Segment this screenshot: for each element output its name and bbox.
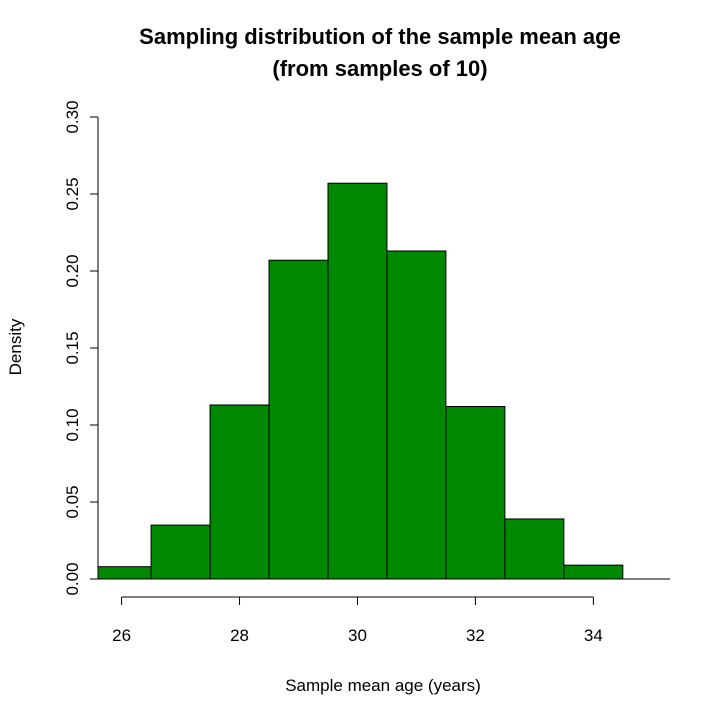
- histogram-bar: [563, 564, 624, 580]
- bars-group: [97, 182, 624, 580]
- y-axis: 0.00 0.05 0.10 0.15 0.20 0.25 0.30: [63, 100, 99, 596]
- x-tick-label: 32: [466, 626, 485, 645]
- y-tick-label: 0.20: [63, 254, 82, 287]
- y-tick-label: 0.25: [63, 177, 82, 210]
- y-tick-label: 0.00: [63, 562, 82, 595]
- histogram-bar: [97, 566, 152, 580]
- histogram-bar: [268, 259, 329, 580]
- histogram-bar: [504, 518, 565, 580]
- histogram-bar: [150, 524, 211, 580]
- chart-title: Sampling distribution of the sample mean…: [139, 24, 621, 49]
- y-tick-label: 0.05: [63, 485, 82, 518]
- y-tick-label: 0.10: [63, 408, 82, 441]
- histogram-bar: [209, 404, 270, 580]
- histogram-bar: [327, 182, 388, 580]
- histogram-bar: [445, 406, 506, 580]
- x-tick-label: 34: [584, 626, 603, 645]
- chart-subtitle: (from samples of 10): [272, 56, 487, 81]
- histogram-bar: [386, 250, 447, 580]
- x-tick-label: 26: [112, 626, 131, 645]
- x-axis-label: Sample mean age (years): [285, 676, 481, 695]
- y-axis-label: Density: [6, 318, 25, 375]
- y-tick-label: 0.30: [63, 100, 82, 133]
- x-tick-label: 28: [230, 626, 249, 645]
- x-axis: 26 28 30 32 34: [112, 596, 603, 645]
- x-tick-label: 30: [348, 626, 367, 645]
- y-tick-label: 0.15: [63, 331, 82, 364]
